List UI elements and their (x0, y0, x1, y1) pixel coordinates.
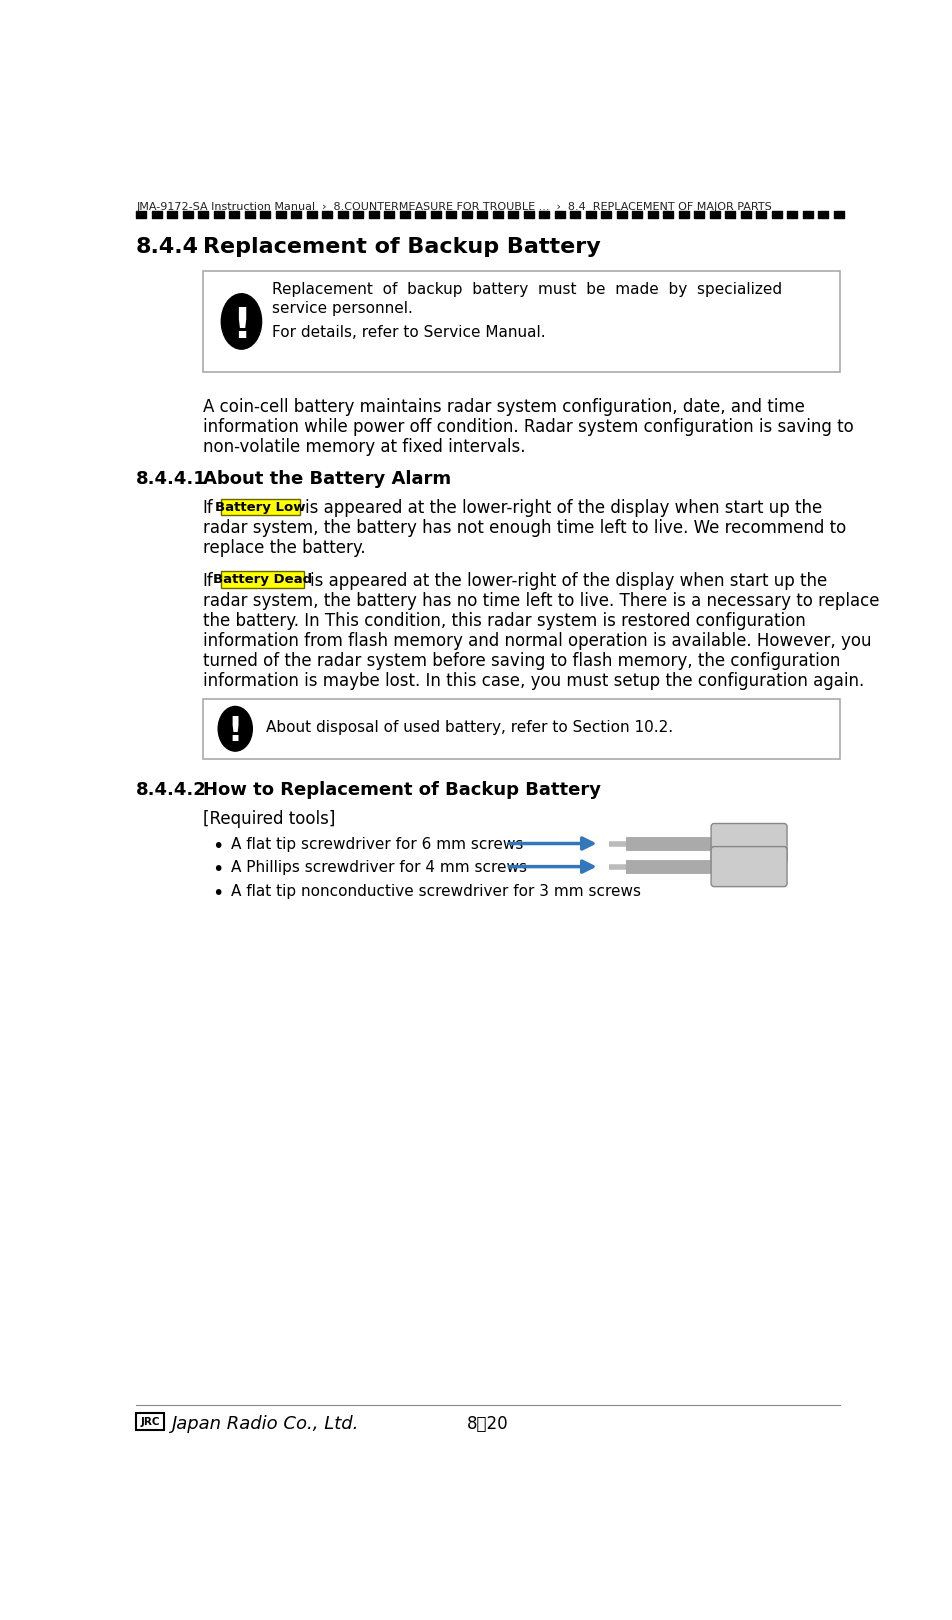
Text: radar system, the battery has no time left to live. There is a necessary to repl: radar system, the battery has no time le… (203, 591, 880, 609)
Text: radar system, the battery has not enough time left to live. We recommend to: radar system, the battery has not enough… (203, 520, 846, 538)
Text: A coin-cell battery maintains radar system configuration, date, and time: A coin-cell battery maintains radar syst… (203, 399, 804, 416)
Text: the battery. In This condition, this radar system is restored configuration: the battery. In This condition, this rad… (203, 612, 805, 630)
Text: If: If (203, 499, 213, 517)
Text: 8.4.4.1: 8.4.4.1 (136, 470, 207, 488)
Text: replace the battery.: replace the battery. (203, 539, 366, 557)
Text: Replacement of Backup Battery: Replacement of Backup Battery (203, 237, 601, 256)
Text: Japan Radio Co., Ltd.: Japan Radio Co., Ltd. (171, 1414, 359, 1432)
Text: For details, refer to Service Manual.: For details, refer to Service Manual. (272, 326, 546, 340)
Text: •: • (212, 860, 224, 880)
Ellipse shape (221, 293, 262, 350)
Text: 8.4.4.2: 8.4.4.2 (136, 781, 207, 799)
Text: How to Replacement of Backup Battery: How to Replacement of Backup Battery (203, 781, 601, 799)
Text: Battery Dead: Battery Dead (213, 573, 312, 586)
FancyBboxPatch shape (711, 823, 787, 863)
FancyBboxPatch shape (221, 499, 300, 515)
Text: About disposal of used battery, refer to Section 10.2.: About disposal of used battery, refer to… (267, 721, 673, 735)
Text: 8.4.4: 8.4.4 (136, 237, 199, 256)
Text: !: ! (232, 305, 251, 347)
Text: JRC: JRC (140, 1418, 160, 1427)
FancyBboxPatch shape (203, 698, 840, 758)
Text: A flat tip nonconductive screwdriver for 3 mm screws: A flat tip nonconductive screwdriver for… (230, 883, 641, 899)
Text: information is maybe lost. In this case, you must setup the configuration again.: information is maybe lost. In this case,… (203, 672, 864, 690)
FancyBboxPatch shape (203, 272, 840, 371)
FancyBboxPatch shape (136, 1413, 164, 1430)
Text: If: If (203, 572, 213, 590)
Text: non-volatile memory at fixed intervals.: non-volatile memory at fixed intervals. (203, 439, 526, 457)
Text: is appeared at the lower-right of the display when start up the: is appeared at the lower-right of the di… (309, 572, 827, 590)
Text: information while power off condition. Radar system configuration is saving to: information while power off condition. R… (203, 418, 853, 436)
Text: •: • (212, 838, 224, 857)
Text: About the Battery Alarm: About the Battery Alarm (203, 470, 451, 488)
Text: A Phillips screwdriver for 4 mm screws: A Phillips screwdriver for 4 mm screws (230, 860, 526, 875)
Text: Replacement  of  backup  battery  must  be  made  by  specialized: Replacement of backup battery must be ma… (272, 282, 783, 296)
Text: A flat tip screwdriver for 6 mm screws: A flat tip screwdriver for 6 mm screws (230, 838, 523, 852)
Text: information from flash memory and normal operation is available. However, you: information from flash memory and normal… (203, 632, 871, 650)
Text: !: ! (228, 714, 243, 748)
Text: service personnel.: service personnel. (272, 301, 413, 316)
Text: turned of the radar system before saving to flash memory, the configuration: turned of the radar system before saving… (203, 651, 840, 669)
Text: •: • (212, 883, 224, 902)
Text: Battery Low: Battery Low (215, 501, 306, 514)
Text: is appeared at the lower-right of the display when start up the: is appeared at the lower-right of the di… (305, 499, 823, 517)
Text: 8－20: 8－20 (467, 1414, 508, 1432)
Ellipse shape (218, 706, 252, 752)
Text: [Required tools]: [Required tools] (203, 810, 335, 828)
FancyBboxPatch shape (711, 847, 787, 886)
Text: JMA-9172-SA Instruction Manual  ›  8.COUNTERMEASURE FOR TROUBLE ...  ›  8.4  REP: JMA-9172-SA Instruction Manual › 8.COUNT… (136, 202, 772, 212)
FancyBboxPatch shape (221, 570, 305, 588)
